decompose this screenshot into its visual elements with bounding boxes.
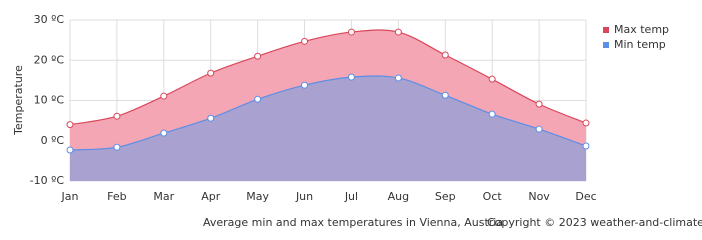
legend-swatch (603, 27, 609, 33)
point (254, 95, 262, 103)
chart: Temperature Average min and max temperat… (12, 13, 702, 229)
point (113, 143, 121, 151)
legend-label: Min temp (614, 38, 666, 51)
point (488, 75, 496, 83)
point (66, 146, 74, 154)
y-tick-label: 10 ºC (34, 94, 65, 107)
point (582, 142, 590, 150)
point (113, 112, 121, 120)
point (488, 110, 496, 118)
point (301, 81, 309, 89)
point (441, 91, 449, 99)
y-tick-label: 0 ºC (41, 134, 65, 147)
y-tick-label: 30 ºC (34, 13, 65, 26)
point (394, 28, 402, 36)
x-tick-label: Jul (344, 190, 358, 203)
area-fill (70, 75, 586, 181)
x-tick-label: Jun (295, 190, 313, 203)
point (441, 51, 449, 59)
point (582, 119, 590, 127)
lines (69, 29, 587, 151)
point (66, 121, 74, 129)
y-tick-label: -10 ºC (30, 174, 65, 187)
point (160, 92, 168, 100)
point (347, 73, 355, 81)
point (160, 129, 168, 137)
x-tick-label: May (246, 190, 269, 203)
x-tick-label: Aug (388, 190, 409, 203)
line (69, 29, 587, 126)
areas (70, 29, 586, 182)
copyright: Copyright © 2023 weather-and-climate.com (487, 216, 702, 229)
line (69, 75, 587, 151)
points (66, 28, 590, 154)
x-tick-label: Dec (575, 190, 596, 203)
legend-swatch (603, 42, 609, 48)
x-tick-label: Nov (528, 190, 550, 203)
point (207, 69, 215, 77)
point (347, 28, 355, 36)
y-tick-label: 20 ºC (34, 53, 65, 66)
x-tick-label: Sep (435, 190, 456, 203)
point (301, 37, 309, 45)
point (535, 125, 543, 133)
legend-label: Max temp (614, 23, 669, 36)
point (254, 52, 262, 60)
x-tick-label: Jan (61, 190, 79, 203)
y-axis-title: Temperature (12, 65, 25, 136)
point (207, 114, 215, 122)
caption: Average min and max temperatures in Vien… (203, 216, 503, 229)
x-tick-label: Oct (483, 190, 503, 203)
x-tick-label: Apr (201, 190, 221, 203)
x-tick-label: Mar (153, 190, 174, 203)
x-tick-label: Feb (107, 190, 126, 203)
point (535, 100, 543, 108)
point (394, 74, 402, 82)
